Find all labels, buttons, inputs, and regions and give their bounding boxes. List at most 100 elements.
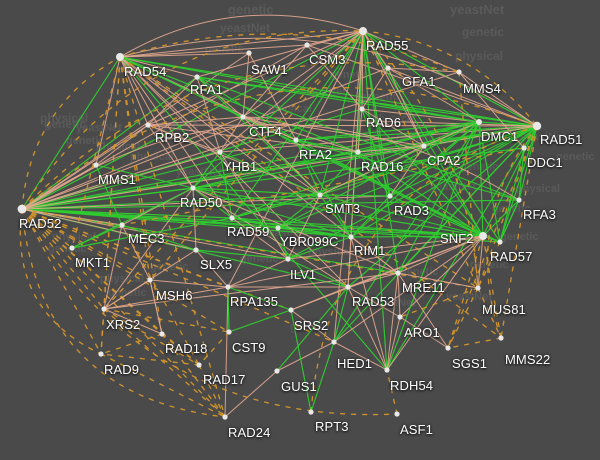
graph-node[interactable] bbox=[497, 239, 503, 245]
graph-edge bbox=[362, 30, 389, 69]
graph-edge bbox=[119, 56, 151, 281]
graph-edge bbox=[161, 333, 200, 366]
graph-node[interactable] bbox=[387, 193, 393, 199]
graph-node[interactable] bbox=[397, 314, 403, 320]
graph-edge bbox=[487, 125, 538, 339]
graph-edge bbox=[21, 151, 359, 210]
graph-edge bbox=[149, 279, 229, 288]
graph-node[interactable] bbox=[355, 149, 361, 155]
graph-node[interactable] bbox=[498, 335, 504, 341]
graph-edge bbox=[21, 147, 525, 210]
graph-node[interactable] bbox=[101, 306, 107, 312]
watermark-text: genetic bbox=[240, 253, 279, 265]
graph-node[interactable] bbox=[359, 27, 367, 35]
graph-node[interactable] bbox=[394, 411, 400, 417]
graph-node[interactable] bbox=[476, 119, 482, 125]
graph-edge bbox=[306, 44, 363, 110]
graph-node[interactable] bbox=[69, 245, 75, 251]
graph-edge bbox=[361, 67, 389, 110]
graph-edge bbox=[350, 236, 399, 274]
graph-node[interactable] bbox=[331, 339, 337, 345]
graph-edge bbox=[319, 194, 391, 197]
graph-node[interactable] bbox=[116, 53, 124, 61]
graph-edge bbox=[319, 194, 484, 237]
graph-edge bbox=[347, 272, 399, 288]
graph-node[interactable] bbox=[246, 50, 252, 56]
graph-edge bbox=[119, 14, 364, 58]
graph-node[interactable] bbox=[190, 185, 196, 191]
graph-edge bbox=[287, 125, 538, 260]
graph-node[interactable] bbox=[516, 197, 522, 203]
graph-node[interactable] bbox=[93, 162, 99, 168]
graph-node[interactable] bbox=[308, 409, 314, 415]
graph-node[interactable] bbox=[345, 284, 351, 290]
graph-node[interactable] bbox=[194, 74, 200, 80]
graph-node[interactable] bbox=[359, 106, 365, 112]
graph-node[interactable] bbox=[17, 204, 27, 214]
graph-node[interactable] bbox=[229, 215, 235, 221]
graph-node[interactable] bbox=[521, 145, 527, 151]
graph-edge bbox=[333, 286, 349, 343]
graph-edge bbox=[361, 108, 391, 197]
graph-edge bbox=[290, 309, 335, 343]
graph-node[interactable] bbox=[98, 351, 104, 357]
graph-edge bbox=[295, 121, 480, 141]
graph-edge bbox=[21, 208, 352, 238]
graph-node[interactable] bbox=[384, 367, 390, 373]
graph-node[interactable] bbox=[317, 192, 323, 198]
graph-edge bbox=[277, 227, 352, 238]
graph-edge bbox=[357, 151, 484, 237]
graph-node[interactable] bbox=[456, 69, 462, 75]
watermark-text: yeastNet bbox=[220, 21, 270, 35]
graph-edge bbox=[347, 236, 352, 288]
graph-edge bbox=[219, 151, 321, 196]
graph-node[interactable] bbox=[395, 270, 401, 276]
graph-node[interactable] bbox=[304, 42, 310, 48]
graph-edge bbox=[361, 108, 425, 147]
graph-edge bbox=[447, 337, 502, 349]
graph-node[interactable] bbox=[196, 362, 202, 368]
graph-node[interactable] bbox=[445, 345, 451, 351]
graph-edge bbox=[198, 331, 230, 366]
graph-node[interactable] bbox=[288, 307, 294, 313]
graph-node[interactable] bbox=[479, 232, 487, 240]
graph-edge bbox=[386, 272, 399, 371]
graph-node[interactable] bbox=[532, 121, 542, 131]
graph-edge bbox=[21, 208, 479, 289]
graph-node[interactable] bbox=[193, 247, 199, 253]
graph-edge bbox=[386, 125, 538, 371]
graph-node[interactable] bbox=[275, 225, 281, 231]
graph-edge bbox=[499, 199, 520, 243]
graph-node[interactable] bbox=[217, 149, 223, 155]
graph-edge bbox=[242, 116, 538, 127]
graph-node[interactable] bbox=[285, 256, 291, 262]
graph-node[interactable] bbox=[147, 277, 153, 283]
graph-edge bbox=[458, 71, 479, 289]
graph-node[interactable] bbox=[385, 65, 391, 71]
graph-node[interactable] bbox=[475, 285, 481, 291]
graph-edge bbox=[399, 235, 484, 318]
graph-edge bbox=[119, 56, 226, 418]
graph-node[interactable] bbox=[421, 143, 427, 149]
graph-edge bbox=[21, 30, 364, 210]
graph-edge bbox=[319, 151, 359, 196]
node-layer[interactable] bbox=[17, 27, 542, 420]
watermark-text: physical bbox=[455, 49, 503, 63]
graph-node[interactable] bbox=[274, 368, 280, 374]
graph-node[interactable] bbox=[293, 137, 299, 143]
graph-node[interactable] bbox=[225, 284, 231, 290]
graph-edge bbox=[518, 125, 538, 201]
graph-node[interactable] bbox=[348, 234, 354, 240]
graph-node[interactable] bbox=[226, 329, 232, 335]
graph-node[interactable] bbox=[119, 222, 125, 228]
graph-node[interactable] bbox=[145, 122, 151, 128]
graph-edge bbox=[518, 147, 525, 201]
graph-node[interactable] bbox=[240, 114, 246, 120]
graph-edge bbox=[423, 125, 538, 147]
graph-edge bbox=[397, 272, 401, 318]
graph-edge bbox=[458, 71, 538, 127]
graph-edge bbox=[103, 308, 163, 335]
graph-node[interactable] bbox=[222, 414, 228, 420]
graph-node[interactable] bbox=[159, 331, 165, 337]
